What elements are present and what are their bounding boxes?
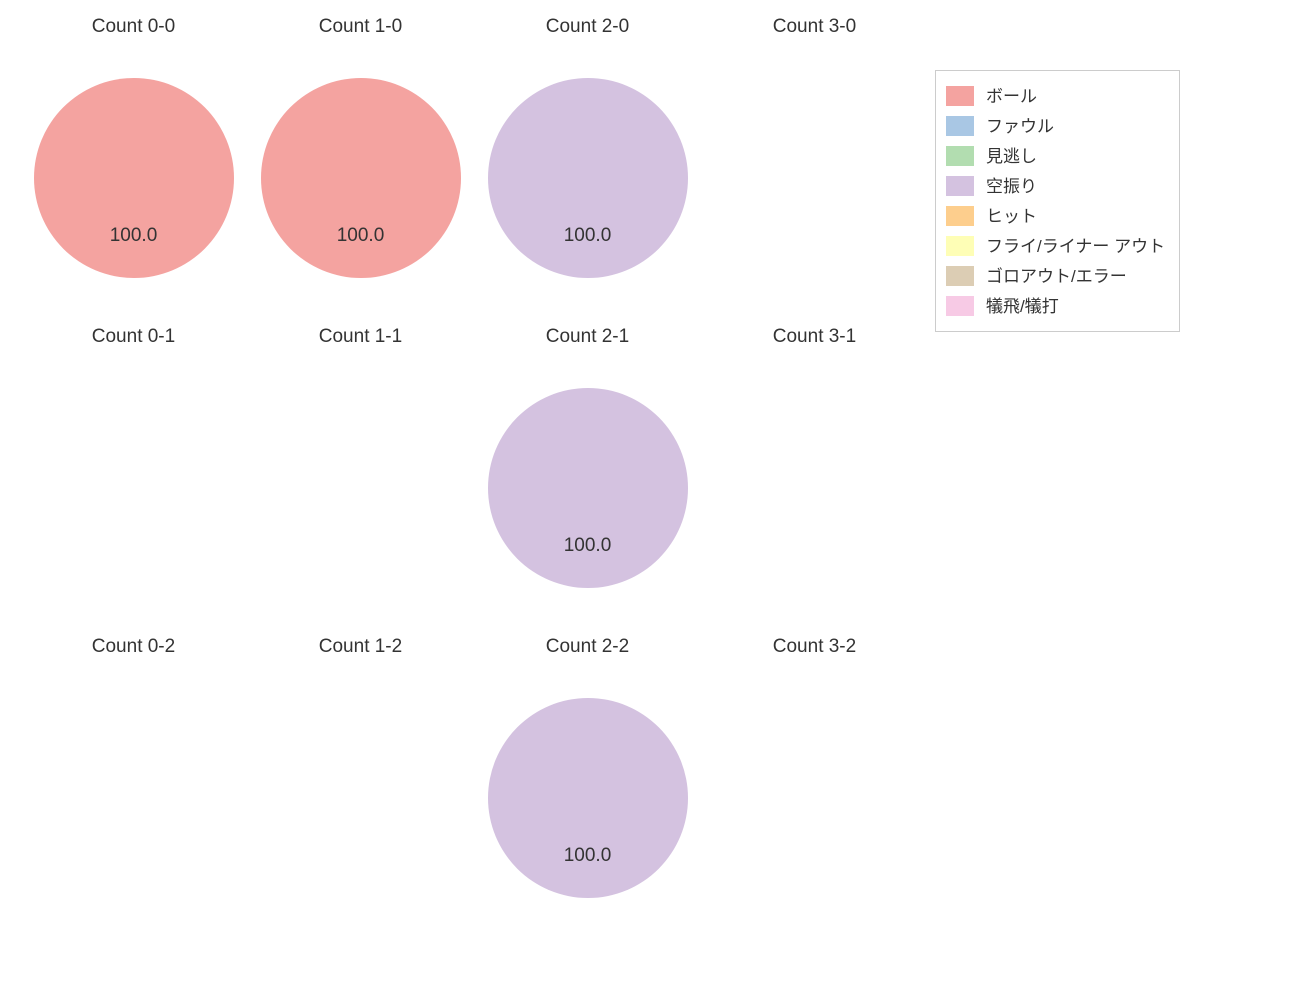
legend-item: ファウル [946, 111, 1165, 141]
legend-label: 見逃し [986, 148, 1037, 165]
pie-title: Count 2-1 [474, 326, 701, 348]
legend-item: ゴロアウト/エラー [946, 261, 1165, 291]
pie-slice-label: 100.0 [564, 535, 612, 557]
pie-cell: Count 3-0 [701, 10, 928, 320]
pie-title: Count 0-1 [20, 326, 247, 348]
pie-chart: 100.0 [488, 78, 688, 278]
pie-slice-label: 100.0 [564, 225, 612, 247]
legend-swatch [946, 266, 974, 286]
legend-label: ボール [986, 88, 1037, 105]
legend-swatch [946, 176, 974, 196]
pie-slice [488, 78, 688, 278]
pie-cell: Count 0-0 100.0 [20, 10, 247, 320]
pie-title: Count 1-1 [247, 326, 474, 348]
pie-slice [488, 698, 688, 898]
pie-title: Count 1-2 [247, 636, 474, 658]
pie-cell: Count 1-1 [247, 320, 474, 630]
pie-cell: Count 0-2 [20, 630, 247, 940]
legend-swatch [946, 86, 974, 106]
pie-slice [488, 388, 688, 588]
legend-item: ヒット [946, 201, 1165, 231]
legend-label: 空振り [986, 178, 1037, 195]
pie-title: Count 0-2 [20, 636, 247, 658]
legend-label: 犠飛/犠打 [986, 298, 1059, 315]
pie-cell: Count 1-2 [247, 630, 474, 940]
pie-title: Count 2-2 [474, 636, 701, 658]
legend-swatch [946, 116, 974, 136]
legend-swatch [946, 296, 974, 316]
pie-slice-label: 100.0 [337, 225, 385, 247]
chart-canvas: Count 0-0 100.0 Count 1-0 100.0 Count 2-0 100… [0, 0, 1300, 1000]
pie-grid: Count 0-0 100.0 Count 1-0 100.0 Count 2-0 100… [20, 10, 930, 940]
pie-title: Count 3-1 [701, 326, 928, 348]
pie-chart: 100.0 [488, 388, 688, 588]
pie-title: Count 3-2 [701, 636, 928, 658]
pie-cell: Count 3-2 [701, 630, 928, 940]
pie-cell: Count 2-2 100.0 [474, 630, 701, 940]
pie-slice [34, 78, 234, 278]
legend-item: 見逃し [946, 141, 1165, 171]
pie-cell: Count 2-0 100.0 [474, 10, 701, 320]
pie-cell: Count 0-1 [20, 320, 247, 630]
pie-chart: 100.0 [261, 78, 461, 278]
legend-label: フライ/ライナー アウト [986, 238, 1165, 255]
pie-cell: Count 2-1 100.0 [474, 320, 701, 630]
pie-title: Count 1-0 [247, 16, 474, 38]
pie-title: Count 0-0 [20, 16, 247, 38]
pie-cell: Count 3-1 [701, 320, 928, 630]
pie-slice [261, 78, 461, 278]
pie-slice-label: 100.0 [110, 225, 158, 247]
legend-item: ボール [946, 81, 1165, 111]
legend-item: 空振り [946, 171, 1165, 201]
legend-swatch [946, 206, 974, 226]
pie-chart: 100.0 [34, 78, 234, 278]
pie-slice-label: 100.0 [564, 845, 612, 867]
pie-cell: Count 1-0 100.0 [247, 10, 474, 320]
legend-label: ヒット [986, 208, 1037, 225]
pie-chart: 100.0 [488, 698, 688, 898]
legend-item: 犠飛/犠打 [946, 291, 1165, 321]
legend-swatch [946, 236, 974, 256]
legend-swatch [946, 146, 974, 166]
legend-label: ファウル [986, 118, 1054, 135]
legend-label: ゴロアウト/エラー [986, 268, 1127, 285]
legend-item: フライ/ライナー アウト [946, 231, 1165, 261]
pie-title: Count 2-0 [474, 16, 701, 38]
legend: ボールファウル見逃し空振りヒットフライ/ライナー アウトゴロアウト/エラー犠飛/… [935, 70, 1180, 332]
pie-title: Count 3-0 [701, 16, 928, 38]
